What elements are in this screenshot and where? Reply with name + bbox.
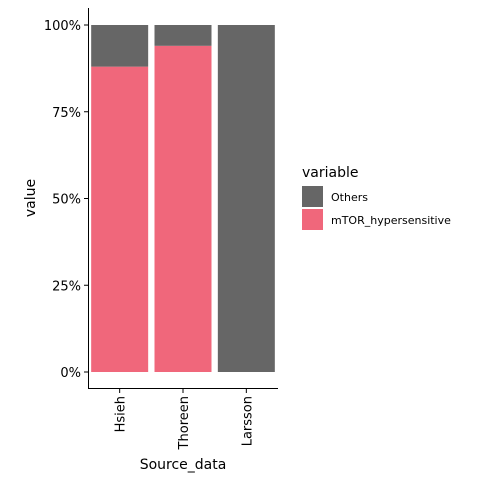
y-axis-ticks: 0% 25% 50% 75% 100% (44, 19, 88, 381)
y-tick-label: 100% (44, 19, 81, 34)
y-tick-label: 25% (52, 279, 81, 294)
y-tick-label: 50% (52, 193, 81, 208)
legend-swatch-others (302, 186, 323, 207)
y-tick-label: 0% (60, 366, 81, 381)
x-tick-label-larsson: Larsson (240, 396, 255, 446)
legend-swatch-mtor-hypersensitive (302, 209, 323, 230)
y-axis-title: value (23, 179, 39, 217)
legend-label-others: Others (331, 191, 368, 204)
legend-label-mtor-hypersensitive: mTOR_hypersensitive (331, 214, 451, 227)
x-tick-label-thoreen: Thoreen (177, 396, 192, 450)
x-axis-title: Source_data (140, 457, 227, 473)
bar-hsieh-others (91, 25, 149, 67)
y-tick-label: 75% (52, 106, 81, 121)
legend-title: variable (302, 165, 358, 181)
bar-larsson-others (217, 25, 275, 372)
legend: variable Others mTOR_hypersensitive (302, 165, 451, 230)
bar-thoreen-mtor-hypersensitive (154, 45, 212, 372)
legend-items: Others mTOR_hypersensitive (302, 186, 451, 230)
x-tick-label-hsieh: Hsieh (114, 396, 129, 432)
x-axis-ticks: Hsieh Thoreen Larsson (114, 389, 255, 450)
bar-thoreen-others (154, 25, 212, 46)
bar-hsieh-mtor-hypersensitive (91, 66, 149, 372)
bars-layer (91, 25, 275, 372)
